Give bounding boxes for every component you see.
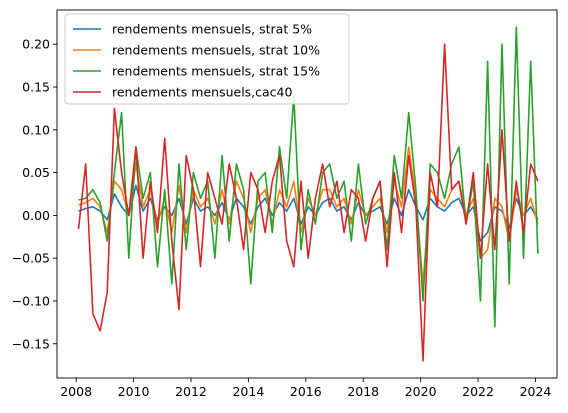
y-tick-label: 0.05 — [22, 165, 50, 180]
legend: rendements mensuels, strat 5% rendements … — [64, 13, 350, 105]
series-line-4 — [77, 43, 539, 362]
x-tick-label: 2008 — [60, 384, 92, 399]
legend-box — [64, 13, 350, 105]
y-tick-label: 0.20 — [22, 37, 50, 52]
y-axis: −0.15 −0.10 −0.05 0.00 0.05 0.10 0.15 0.20 — [12, 37, 57, 351]
x-tick-label: 2014 — [232, 384, 264, 399]
x-tick-label: 2024 — [520, 384, 552, 399]
x-axis: 2008 2010 2012 2014 2016 2018 2020 2022 2024 — [60, 378, 551, 399]
y-tick-label: −0.05 — [12, 251, 50, 266]
y-tick-label: 0.00 — [22, 208, 50, 223]
y-tick-label: −0.15 — [12, 336, 50, 351]
x-tick-label: 2010 — [118, 384, 150, 399]
legend-label-3: rendements mensuels, strat 15% — [112, 64, 320, 79]
x-tick-label: 2022 — [462, 384, 494, 399]
x-tick-label: 2016 — [290, 384, 322, 399]
x-tick-label: 2020 — [405, 384, 437, 399]
series-line-3 — [78, 26, 539, 328]
y-tick-label: 0.10 — [22, 122, 50, 137]
legend-label-4: rendements mensuels,cac40 — [112, 85, 293, 100]
legend-label-1: rendements mensuels, strat 5% — [112, 22, 312, 37]
x-tick-label: 2012 — [175, 384, 207, 399]
y-tick-label: −0.10 — [12, 293, 50, 308]
series-layer — [77, 26, 539, 362]
y-tick-label: 0.15 — [22, 80, 50, 95]
legend-label-2: rendements mensuels, strat 10% — [112, 43, 320, 58]
x-tick-label: 2018 — [347, 384, 379, 399]
